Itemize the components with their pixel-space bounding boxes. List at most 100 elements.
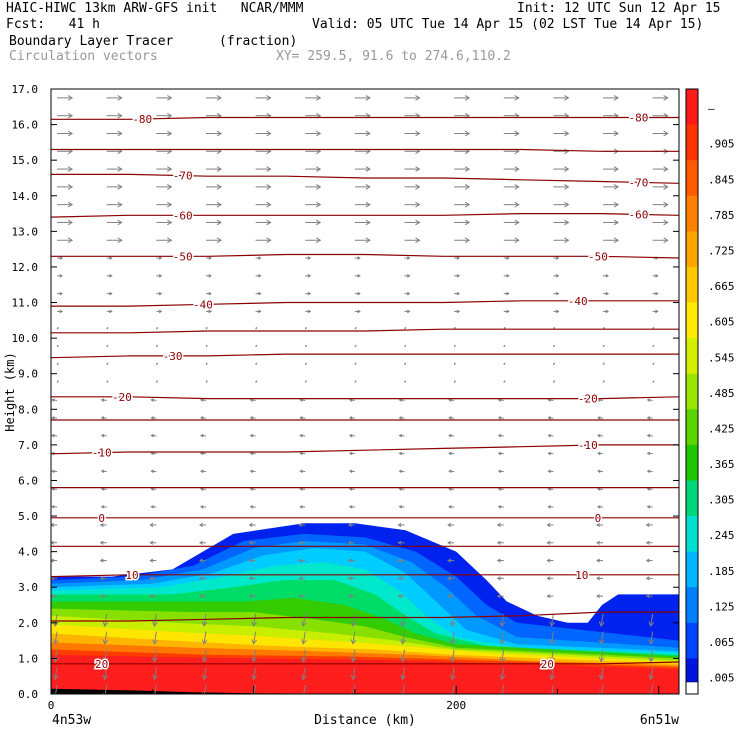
vector-arrow-89 [603, 201, 620, 208]
colorbar-min-swatch [685, 681, 699, 695]
vector-arrow-324 [645, 522, 653, 528]
vector-arrow-73 [454, 184, 471, 190]
vector-arrow-11 [603, 95, 620, 101]
vector-arrow-114 [553, 237, 570, 244]
vector-arrow-245 [597, 416, 604, 420]
vector-arrow-176 [404, 326, 407, 330]
vector-arrow-77 [652, 184, 669, 190]
vector-arrow-52 [57, 166, 74, 172]
vector-arrow-170 [106, 326, 109, 330]
vector-arrow-184 [155, 344, 158, 348]
vector-arrow-341 [199, 558, 206, 563]
valid-time: Valid: 05 UTC Tue 14 Apr 15 (02 LST Tue … [312, 17, 704, 32]
colorbar-label: .005 [708, 672, 735, 685]
vector-arrow-323 [596, 522, 604, 528]
vector-arrow-165 [503, 309, 510, 314]
isotherm-label: 10 [125, 569, 138, 582]
y-axis-label: Height (km) [3, 352, 17, 431]
vector-arrow-387 [549, 613, 555, 627]
colorbar-swatch [686, 195, 698, 232]
vector-arrow-236 [150, 416, 157, 420]
vector-arrow-257 [547, 433, 554, 438]
vector-arrow-365 [99, 594, 107, 599]
vector-arrow-322 [546, 522, 554, 528]
colorbar-label: .665 [708, 280, 735, 293]
vector-arrow-348 [546, 558, 554, 563]
x-right-endpoint: 6n51w [640, 713, 679, 728]
vector-arrow-117 [57, 256, 64, 260]
vector-arrow-99 [454, 219, 471, 226]
vector-arrow-394 [251, 631, 258, 645]
y-axis-ticks: 0.0 1.0 2.0 3.0 4.0 5.0 6.0 7.0 8.0 9.0 10.0 11.0 12… [12, 83, 679, 701]
vector-arrow-411 [449, 649, 456, 663]
vector-arrow-340 [149, 558, 157, 563]
y-tick-label: 1.0 [18, 652, 38, 665]
vector-arrow-419 [201, 667, 208, 681]
vector-arrow-188 [354, 344, 357, 348]
vector-arrow-220 [652, 380, 655, 383]
vector-arrow-213 [304, 380, 307, 383]
isotherm-label: -40 [568, 295, 588, 308]
vector-arrow-237 [200, 416, 207, 420]
vector-arrow-150 [404, 291, 411, 296]
vector-arrow-343 [298, 558, 306, 563]
vector-arrow-431 [152, 685, 158, 694]
y-tick-label: 8.0 [18, 403, 38, 416]
x-axis-ticks: 0 200 [48, 686, 660, 712]
vector-arrow-239 [299, 416, 306, 420]
vector-arrow-97 [354, 219, 371, 226]
vector-arrow-159 [205, 309, 212, 314]
vector-arrow-434 [301, 685, 307, 694]
vector-arrow-206 [602, 362, 605, 366]
vector-arrow-204 [503, 362, 506, 366]
vector-arrow-439 [549, 685, 555, 694]
vector-arrow-356 [298, 576, 306, 581]
vectors-label: Circulation vectors [9, 49, 158, 64]
vector-arrow-352 [99, 576, 107, 581]
vector-arrow-160 [255, 309, 262, 314]
vector-arrow-268 [448, 451, 455, 456]
vector-arrow-203 [453, 362, 456, 366]
vector-arrow-300 [100, 505, 107, 509]
vector-arrow-92 [106, 219, 123, 226]
vector-arrow-358 [397, 576, 405, 581]
vector-arrow-146 [205, 291, 212, 296]
vector-arrow-14 [106, 112, 123, 119]
vector-arrow-334 [496, 540, 504, 545]
vector-arrow-399 [499, 631, 506, 645]
vector-arrow-270 [547, 451, 554, 456]
vector-arrow-172 [205, 326, 208, 330]
vector-arrow-241 [398, 416, 405, 420]
vector-arrow-318 [347, 522, 355, 528]
vector-arrow-154 [603, 291, 610, 296]
vector-arrow-209 [106, 380, 109, 383]
vector-arrow-437 [449, 685, 456, 694]
vector-arrow-436 [400, 685, 406, 694]
vector-arrow-70 [305, 184, 322, 190]
vector-arrow-355 [248, 576, 256, 581]
vector-arrow-417 [102, 667, 109, 681]
vector-arrow-0 [57, 95, 74, 101]
vector-arrow-412 [499, 649, 506, 663]
vector-arrow-248 [100, 433, 107, 438]
vector-arrow-57 [305, 166, 322, 172]
vector-arrow-400 [549, 631, 555, 645]
isotherm-label: 20 [541, 658, 554, 671]
vector-arrow-90 [652, 201, 669, 208]
y-tick-label: 3.0 [18, 581, 38, 594]
vector-arrow-32 [354, 130, 371, 137]
vector-arrow-440 [598, 685, 605, 694]
x-left-endpoint: 4n53w [52, 713, 91, 728]
temperature-contours: -80 -80 -70 -70 -60 -60 -50 -50 -40 -40 -30 -20 -20 -… [51, 110, 679, 672]
vector-arrow-259 [646, 433, 653, 438]
y-tick-label: 7.0 [18, 439, 38, 452]
isotherm-label: -50 [588, 250, 608, 263]
vector-arrow-126 [503, 256, 510, 260]
vector-arrow-192 [552, 344, 555, 348]
vector-arrow-54 [156, 166, 173, 172]
vector-arrow-389 [648, 613, 655, 627]
vector-arrow-388 [598, 613, 605, 627]
vector-arrow-368 [248, 594, 256, 599]
vector-arrow-8 [454, 95, 471, 101]
vector-arrow-30 [255, 130, 272, 137]
